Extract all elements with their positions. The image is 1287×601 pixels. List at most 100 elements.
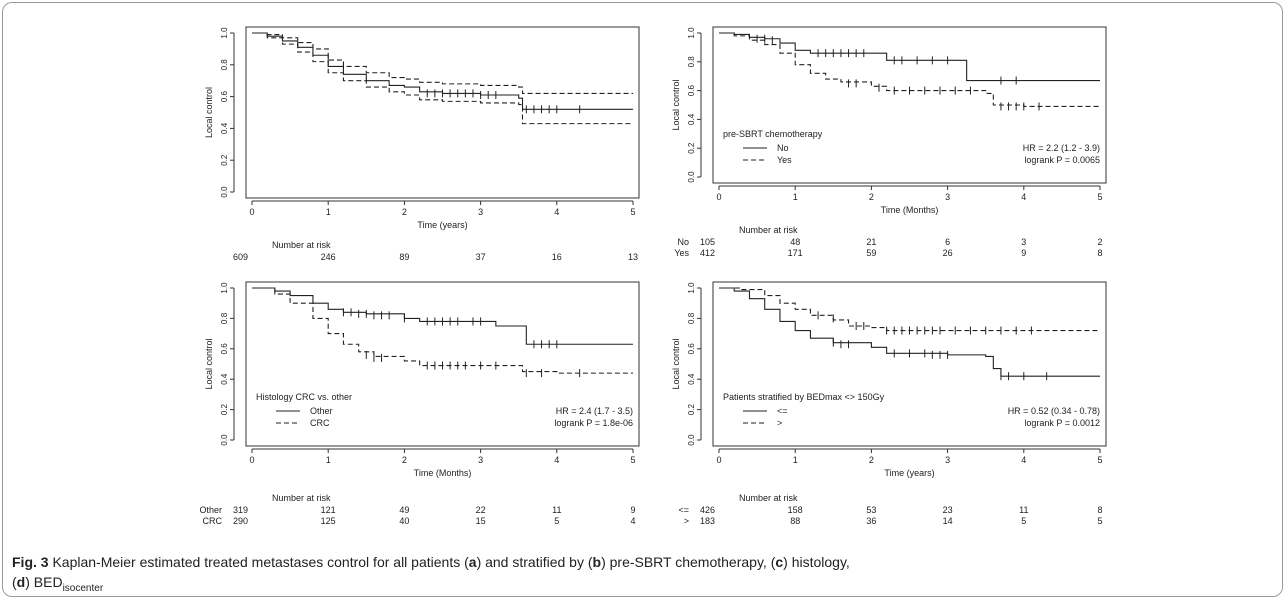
risk-row-name-c-0: Other bbox=[199, 505, 222, 515]
x-tick-label-c-1: 1 bbox=[326, 455, 331, 465]
x-axis-label-a: Time (years) bbox=[417, 220, 467, 230]
x-tick-label-c-5: 5 bbox=[630, 455, 635, 465]
legend-title-d: Patients stratified by BEDmax <> 150Gy bbox=[723, 392, 885, 402]
risk-value-b-0-2: 21 bbox=[866, 237, 876, 247]
x-axis-label-c: Time (Months) bbox=[414, 468, 472, 478]
logrank-text-d: logrank P = 0.0012 bbox=[1024, 418, 1100, 428]
risk-value-a-0-3: 37 bbox=[476, 252, 486, 262]
risk-value-d-1-5: 5 bbox=[1097, 516, 1102, 526]
risk-value-a-0-1: 246 bbox=[321, 252, 336, 262]
x-tick-label-a-5: 5 bbox=[630, 207, 635, 217]
x-tick-label-a-1: 1 bbox=[326, 207, 331, 217]
y-axis-label-a: Local control bbox=[204, 87, 214, 138]
caption-text-1: Kaplan-Meier estimated treated metastase… bbox=[48, 554, 469, 570]
risk-value-d-0-0: 426 bbox=[700, 505, 715, 515]
risk-value-c-1-5: 4 bbox=[630, 516, 635, 526]
km-curve-c-0 bbox=[252, 287, 633, 345]
x-tick-label-a-2: 2 bbox=[402, 207, 407, 217]
caption-panel-a: a bbox=[468, 554, 477, 570]
caption-panel-c: c bbox=[775, 554, 784, 570]
caption-text-3: ) pre-SBRT chemotherapy, ( bbox=[601, 554, 776, 570]
x-tick-label-d-0: 0 bbox=[716, 455, 721, 465]
y-tick-label-b-1: 0.2 bbox=[687, 142, 696, 154]
legend-title-c: Histology CRC vs. other bbox=[256, 392, 352, 402]
risk-row-name-b-1: Yes bbox=[674, 248, 689, 258]
x-tick-label-b-3: 3 bbox=[945, 192, 950, 202]
risk-value-c-1-2: 40 bbox=[399, 516, 409, 526]
y-tick-label-a-4: 0.8 bbox=[220, 59, 229, 71]
legend-title-b: pre-SBRT chemotherapy bbox=[723, 129, 823, 139]
caption-text-2: ) and stratified by ( bbox=[476, 554, 593, 570]
x-tick-label-a-0: 0 bbox=[249, 207, 254, 217]
risk-value-d-0-3: 23 bbox=[943, 505, 953, 515]
x-tick-label-d-2: 2 bbox=[869, 455, 874, 465]
km-curve-a-1 bbox=[252, 32, 633, 94]
risk-value-b-0-5: 2 bbox=[1097, 237, 1102, 247]
x-tick-label-d-1: 1 bbox=[793, 455, 798, 465]
y-tick-label-c-2: 0.4 bbox=[220, 373, 229, 385]
legend-label-b-1: Yes bbox=[777, 155, 792, 165]
risk-value-c-0-2: 49 bbox=[399, 505, 409, 515]
risk-label-a: Number at risk bbox=[272, 240, 331, 250]
risk-value-a-0-0: 609 bbox=[233, 252, 248, 262]
risk-label-d: Number at risk bbox=[739, 493, 798, 503]
x-tick-label-b-2: 2 bbox=[869, 192, 874, 202]
y-tick-label-c-1: 0.2 bbox=[220, 403, 229, 415]
y-tick-label-d-3: 0.6 bbox=[687, 343, 696, 355]
risk-value-c-0-0: 319 bbox=[233, 505, 248, 515]
risk-value-c-0-5: 9 bbox=[630, 505, 635, 515]
risk-value-b-1-3: 26 bbox=[943, 248, 953, 258]
risk-value-d-1-0: 183 bbox=[700, 516, 715, 526]
logrank-text-c: logrank P = 1.8e-06 bbox=[554, 418, 633, 428]
y-tick-label-d-0: 0.0 bbox=[687, 434, 696, 446]
x-tick-label-b-5: 5 bbox=[1097, 192, 1102, 202]
risk-value-b-1-2: 59 bbox=[866, 248, 876, 258]
y-axis-label-d: Local control bbox=[671, 338, 681, 389]
y-tick-label-b-0: 0.0 bbox=[687, 171, 696, 183]
legend-label-d-0: <= bbox=[777, 406, 788, 416]
plot-box-b bbox=[712, 26, 1107, 184]
risk-row-name-c-1: CRC bbox=[203, 516, 223, 526]
risk-value-b-0-1: 48 bbox=[790, 237, 800, 247]
risk-value-b-1-4: 9 bbox=[1021, 248, 1026, 258]
km-curve-c-1 bbox=[252, 287, 633, 374]
x-tick-label-c-2: 2 bbox=[402, 455, 407, 465]
risk-value-b-0-4: 3 bbox=[1021, 237, 1026, 247]
x-axis-label-d: Time (years) bbox=[884, 468, 934, 478]
x-tick-label-c-0: 0 bbox=[249, 455, 254, 465]
hr-text-d: HR = 0.52 (0.34 - 0.78) bbox=[1008, 406, 1100, 416]
risk-row-name-b-0: No bbox=[677, 237, 689, 247]
caption-panel-b: b bbox=[592, 554, 602, 570]
risk-value-d-0-1: 158 bbox=[788, 505, 803, 515]
y-tick-label-b-3: 0.6 bbox=[687, 84, 696, 96]
x-tick-label-a-3: 3 bbox=[478, 207, 483, 217]
risk-value-b-1-5: 8 bbox=[1097, 248, 1102, 258]
plot-box-d bbox=[712, 281, 1107, 447]
y-tick-label-c-5: 1.0 bbox=[220, 282, 229, 294]
risk-value-b-1-0: 412 bbox=[700, 248, 715, 258]
y-tick-label-b-4: 0.8 bbox=[687, 56, 696, 68]
risk-value-a-0-4: 16 bbox=[552, 252, 562, 262]
risk-value-d-0-2: 53 bbox=[866, 505, 876, 515]
risk-value-c-1-0: 290 bbox=[233, 516, 248, 526]
risk-value-d-0-4: 11 bbox=[1019, 505, 1028, 515]
risk-value-d-1-2: 36 bbox=[866, 516, 876, 526]
risk-label-c: Number at risk bbox=[272, 493, 331, 503]
x-axis-label-b: Time (Months) bbox=[881, 205, 939, 215]
risk-value-a-0-5: 13 bbox=[628, 252, 638, 262]
km-curve-a-0 bbox=[252, 32, 633, 110]
y-tick-label-a-2: 0.4 bbox=[220, 122, 229, 134]
y-tick-label-a-3: 0.6 bbox=[220, 90, 229, 102]
plot-box-c bbox=[245, 281, 640, 447]
km-curve-a-2 bbox=[252, 32, 633, 125]
legend-label-c-1: CRC bbox=[310, 418, 330, 428]
risk-row-name-d-0: <= bbox=[678, 505, 689, 515]
y-tick-label-c-3: 0.6 bbox=[220, 343, 229, 355]
legend-label-c-0: Other bbox=[310, 406, 333, 416]
risk-value-d-1-4: 5 bbox=[1021, 516, 1026, 526]
y-tick-label-b-5: 1.0 bbox=[687, 27, 696, 39]
x-tick-label-d-5: 5 bbox=[1097, 455, 1102, 465]
risk-value-b-0-0: 105 bbox=[700, 237, 715, 247]
